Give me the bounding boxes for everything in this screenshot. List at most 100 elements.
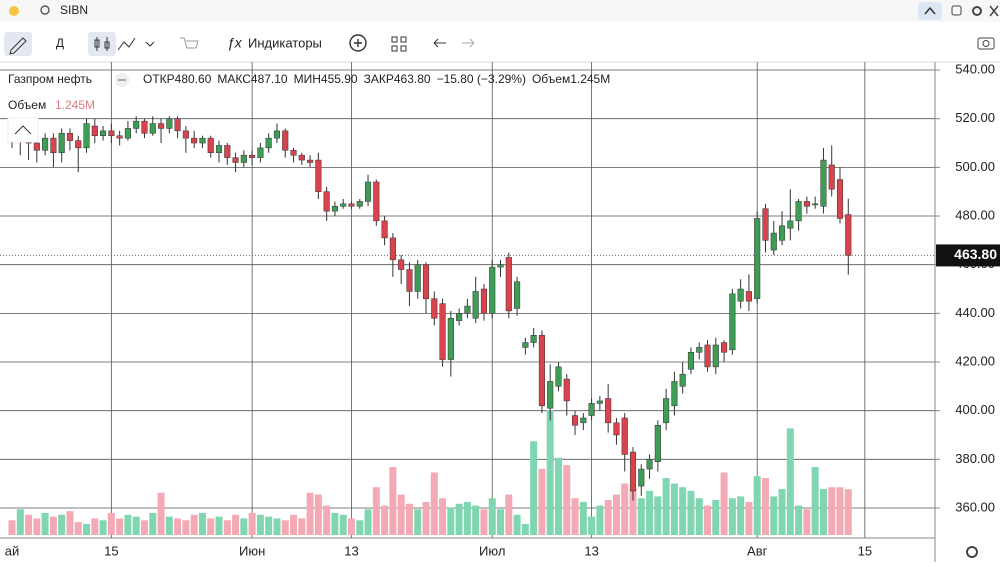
interval-button[interactable]: Д [56, 36, 64, 50]
close-button[interactable] [989, 5, 999, 17]
layout-button[interactable] [391, 36, 407, 52]
volume-bar [422, 501, 430, 535]
volume-bar [786, 428, 794, 535]
dropdown-icon[interactable] [145, 41, 155, 47]
y-tick-label: 420.00 [955, 353, 995, 368]
undo-button[interactable] [433, 38, 446, 48]
candle-body [522, 342, 529, 348]
symbol[interactable]: SIBN [60, 3, 88, 17]
volume-bar [381, 505, 389, 535]
window-button[interactable] [951, 5, 962, 16]
candle-body [298, 154, 305, 161]
candle-body [58, 133, 65, 154]
volume-bar [290, 514, 298, 535]
redo-button[interactable] [462, 38, 475, 48]
fx-icon[interactable]: ƒx [227, 35, 243, 51]
volume-bar [149, 512, 157, 535]
line-chart-button[interactable] [117, 37, 136, 51]
volume-bar [737, 496, 745, 535]
volume-bar [720, 472, 728, 535]
screenshot-button[interactable] [977, 37, 995, 50]
volume-bar [505, 494, 513, 535]
candle-body [33, 142, 40, 151]
candle-body [224, 145, 231, 158]
volume-bar [546, 410, 554, 535]
candle-body [530, 334, 537, 343]
draw-button[interactable] [4, 32, 32, 56]
y-tick-label: 440.00 [955, 305, 995, 320]
y-tick-label: 380.00 [955, 451, 995, 466]
legend-item: ОТКР480.60 [143, 72, 212, 86]
collapse-button[interactable] [918, 2, 942, 20]
candle-body [538, 334, 545, 407]
candle-body [712, 344, 719, 368]
candle-body [398, 259, 405, 270]
volume-bar [761, 478, 769, 535]
volume-bar [819, 489, 827, 535]
candle-body [828, 164, 835, 190]
indicators-button[interactable]: Индикаторы [248, 35, 322, 50]
candle-body [571, 415, 579, 426]
search-icon[interactable] [40, 5, 50, 15]
volume-bar [83, 523, 91, 535]
collapse-legend[interactable] [7, 117, 39, 143]
volume-bar [828, 487, 836, 535]
volume-bar [778, 489, 786, 535]
legend-name: Газпром нефть [8, 72, 92, 86]
candle-body [795, 201, 802, 222]
volume-bar [670, 483, 678, 535]
legend-item: ЗАКР463.80 [364, 72, 431, 86]
candle-body [563, 378, 570, 402]
candle-body [340, 203, 347, 207]
cart-button[interactable] [180, 37, 199, 49]
candle-body [149, 123, 156, 134]
axis-settings[interactable] [966, 546, 978, 558]
volume-bar [604, 500, 612, 535]
volume-bar [273, 518, 281, 535]
volume-bar [844, 489, 852, 535]
pencil-icon [9, 37, 27, 55]
candle-body [580, 417, 587, 424]
candle-body [696, 347, 703, 353]
volume-bar [232, 514, 240, 535]
candle-body [373, 181, 380, 222]
candles-icon [96, 37, 108, 51]
volume-bar [140, 520, 148, 535]
volume-bar [588, 516, 596, 535]
volume-bar [455, 503, 463, 535]
add-button[interactable] [349, 34, 367, 52]
volume-bar [563, 465, 571, 535]
candle-body [199, 137, 206, 144]
candle-body [240, 154, 247, 163]
settings-button[interactable] [972, 6, 982, 16]
candle-body [646, 459, 653, 470]
volume-bar [621, 483, 629, 535]
volume-bar [646, 490, 654, 535]
candle-body [166, 118, 173, 129]
volume-bar [8, 520, 16, 535]
volume-bar [240, 518, 248, 535]
last-price-box [936, 244, 1000, 267]
candle-body [265, 137, 272, 149]
volume-bar [248, 512, 256, 535]
x-tick-label: Июн [239, 543, 265, 558]
candle-body [141, 120, 148, 134]
candle-body [124, 128, 131, 139]
volume-bar [198, 512, 206, 535]
candles-button[interactable] [88, 32, 116, 56]
volume-bar [538, 468, 546, 535]
candle-body [83, 123, 90, 149]
add-icon [354, 39, 362, 47]
x-tick-label: Авг [747, 543, 768, 558]
candle-body [315, 159, 322, 192]
candle-body [323, 191, 330, 212]
volume-bar [281, 520, 289, 535]
volume-bar [165, 516, 173, 535]
legend-item: МИН455.90 [294, 72, 358, 86]
candle-body [91, 125, 98, 136]
x-tick-label: 13 [344, 543, 358, 558]
legend-item: МАКС487.10 [217, 72, 288, 86]
volume-bar [223, 520, 231, 535]
y-tick-label: 500.00 [955, 159, 995, 174]
candle-body [456, 313, 463, 321]
